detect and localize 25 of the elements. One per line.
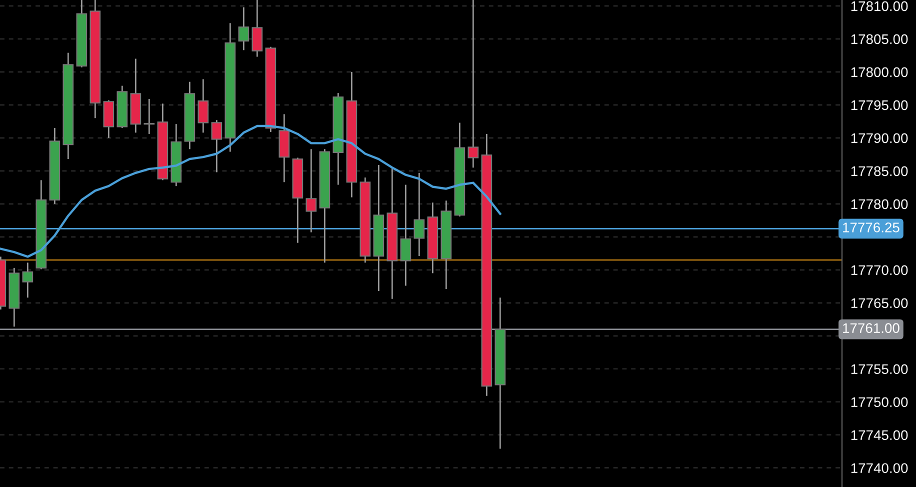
candlestick (238, 6, 250, 51)
ref-line-label: 17761.00 (843, 323, 900, 334)
y-tick-label: 17810.00 (851, 1, 908, 12)
y-tick-label: 17765.00 (851, 298, 908, 308)
candlestick (211, 119, 222, 173)
candlestick (22, 262, 34, 298)
candlestick (400, 184, 412, 286)
candlestick (252, 0, 263, 58)
y-tick-label: 17755.00 (851, 364, 908, 374)
y-tick-label: 17770.00 (851, 265, 908, 276)
y-tick-label: 17740.00 (851, 463, 908, 474)
candlestick (414, 172, 425, 257)
y-tick-label: 17800.00 (851, 67, 908, 78)
candlestick (306, 148, 317, 233)
candlestick (198, 78, 209, 134)
y-tick-label: 17785.00 (851, 166, 908, 176)
y-tick-label: 17805.00 (851, 34, 908, 44)
ref-line-label: 17776.25 (843, 222, 900, 232)
y-tick-label: 17780.00 (851, 199, 908, 210)
candlestick (468, 0, 479, 168)
candlestick (144, 98, 155, 135)
y-tick-label: 17745.00 (851, 430, 908, 440)
y-tick-label: 17790.00 (851, 133, 908, 144)
y-tick-label: 17750.00 (851, 397, 908, 408)
y-tick-label: 17795.00 (851, 100, 908, 110)
